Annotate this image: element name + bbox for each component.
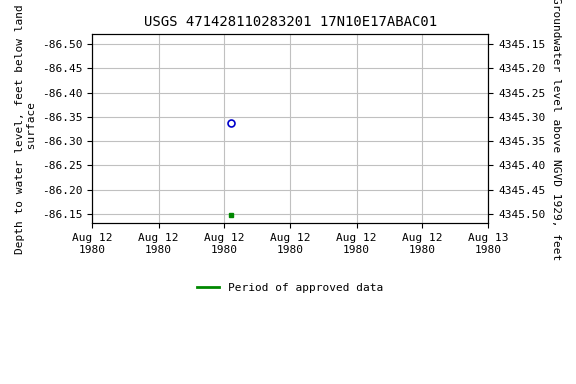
Y-axis label: Groundwater level above NGVD 1929, feet: Groundwater level above NGVD 1929, feet bbox=[551, 0, 561, 260]
Legend: Period of approved data: Period of approved data bbox=[193, 278, 388, 297]
Y-axis label: Depth to water level, feet below land
 surface: Depth to water level, feet below land su… bbox=[15, 4, 37, 254]
Title: USGS 471428110283201 17N10E17ABAC01: USGS 471428110283201 17N10E17ABAC01 bbox=[144, 15, 437, 29]
